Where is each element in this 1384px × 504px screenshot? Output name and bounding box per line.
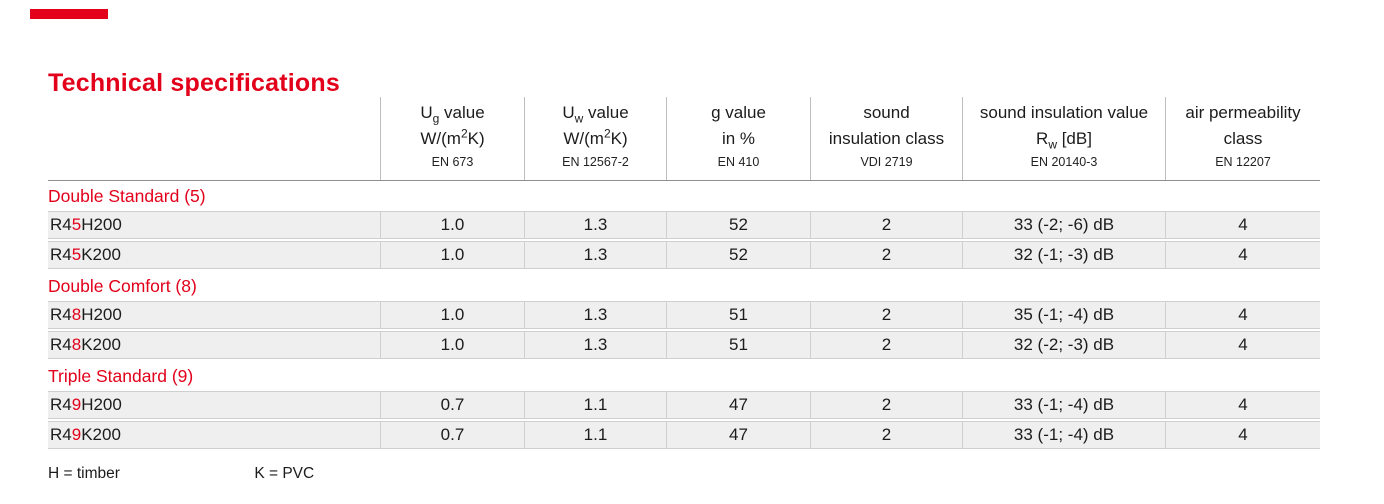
uw-value-cell: 1.3	[524, 242, 666, 268]
sound-class-cell: 2	[810, 422, 962, 448]
table-row: R4 8 K200 1.0 1.3 51 2 32 (-2; -3) dB 4	[48, 331, 1320, 359]
footnote-pvc: K = PVC	[254, 465, 315, 482]
table-row: R4 8 H200 1.0 1.3 51 2 35 (-1; -4) dB 4	[48, 301, 1320, 329]
header-column-g-value: g value in % EN 410	[666, 97, 810, 180]
spec-table: Ug value W/(m2K) EN 673 Uw value W/(m2K)…	[48, 97, 1320, 483]
sound-value-cell: 32 (-2; -3) dB	[962, 332, 1165, 358]
standard-reference: EN 20140-3	[1030, 155, 1098, 169]
sound-class-cell: 2	[810, 302, 962, 328]
product-name: R4 8 K200	[50, 335, 121, 354]
header-column-ug-value: Ug value W/(m2K) EN 673	[380, 97, 524, 180]
section-label-double-comfort: Double Comfort (8)	[48, 275, 197, 296]
sound-value-cell: 33 (-1; -4) dB	[962, 392, 1165, 418]
ug-value-cell: 1.0	[380, 212, 524, 238]
ug-value-cell: 0.7	[380, 392, 524, 418]
sound-class-cell: 2	[810, 332, 962, 358]
product-name: R4 9 H200	[50, 395, 122, 414]
uw-value-cell: 1.3	[524, 302, 666, 328]
ug-value-cell: 1.0	[380, 332, 524, 358]
standard-reference: EN 673	[431, 155, 474, 169]
header-column-product	[48, 97, 380, 180]
uw-value-cell: 1.1	[524, 392, 666, 418]
ug-value-cell: 0.7	[380, 422, 524, 448]
header-column-sound-insulation-value: sound insulation value Rw [dB] EN 20140-…	[962, 97, 1165, 180]
section-label-triple-standard: Triple Standard (9)	[48, 365, 194, 386]
g-value-cell: 52	[666, 212, 810, 238]
g-value-cell: 52	[666, 242, 810, 268]
air-permeability-cell: 4	[1165, 332, 1320, 358]
ug-value-cell: 1.0	[380, 242, 524, 268]
section-label-double-standard: Double Standard (5)	[48, 185, 206, 206]
product-name: R4 5 K200	[50, 245, 121, 264]
sound-value-cell: 35 (-1; -4) dB	[962, 302, 1165, 328]
sound-class-cell: 2	[810, 392, 962, 418]
g-value-cell: 51	[666, 302, 810, 328]
uw-value-cell: 1.3	[524, 212, 666, 238]
standard-reference: VDI 2719	[860, 155, 913, 169]
product-name: R4 5 H200	[50, 215, 122, 234]
air-permeability-cell: 4	[1165, 242, 1320, 268]
table-row: R4 5 H200 1.0 1.3 52 2 33 (-2; -6) dB 4	[48, 211, 1320, 239]
header-column-uw-value: Uw value W/(m2K) EN 12567-2	[524, 97, 666, 180]
g-value-cell: 47	[666, 422, 810, 448]
air-permeability-cell: 4	[1165, 302, 1320, 328]
sound-class-cell: 2	[810, 242, 962, 268]
product-name: R4 9 K200	[50, 425, 121, 444]
table-row: R4 9 H200 0.7 1.1 47 2 33 (-1; -4) dB 4	[48, 391, 1320, 419]
table-header: Ug value W/(m2K) EN 673 Uw value W/(m2K)…	[48, 97, 1320, 181]
ug-value-cell: 1.0	[380, 302, 524, 328]
sound-value-cell: 33 (-2; -6) dB	[962, 212, 1165, 238]
sound-value-cell: 33 (-1; -4) dB	[962, 422, 1165, 448]
air-permeability-cell: 4	[1165, 212, 1320, 238]
g-value-cell: 51	[666, 332, 810, 358]
air-permeability-cell: 4	[1165, 392, 1320, 418]
footnotes: H = timber K = PVC	[48, 465, 1320, 483]
standard-reference: EN 12207	[1215, 155, 1271, 169]
air-permeability-cell: 4	[1165, 422, 1320, 448]
table-row: R4 9 K200 0.7 1.1 47 2 33 (-1; -4) dB 4	[48, 421, 1320, 449]
uw-value-cell: 1.1	[524, 422, 666, 448]
page-title: Technical specifications	[48, 68, 340, 97]
product-name: R4 8 H200	[50, 305, 122, 324]
g-value-cell: 47	[666, 392, 810, 418]
sound-value-cell: 32 (-1; -3) dB	[962, 242, 1165, 268]
header-column-sound-insulation-class: sound insulation class VDI 2719	[810, 97, 962, 180]
sound-class-cell: 2	[810, 212, 962, 238]
uw-value-cell: 1.3	[524, 332, 666, 358]
standard-reference: EN 410	[717, 155, 760, 169]
standard-reference: EN 12567-2	[562, 155, 629, 169]
footnote-timber: H = timber	[48, 465, 120, 482]
table-row: R4 5 K200 1.0 1.3 52 2 32 (-1; -3) dB 4	[48, 241, 1320, 269]
brand-mark	[30, 9, 108, 19]
header-column-air-permeability: air permeability class EN 12207	[1165, 97, 1320, 180]
